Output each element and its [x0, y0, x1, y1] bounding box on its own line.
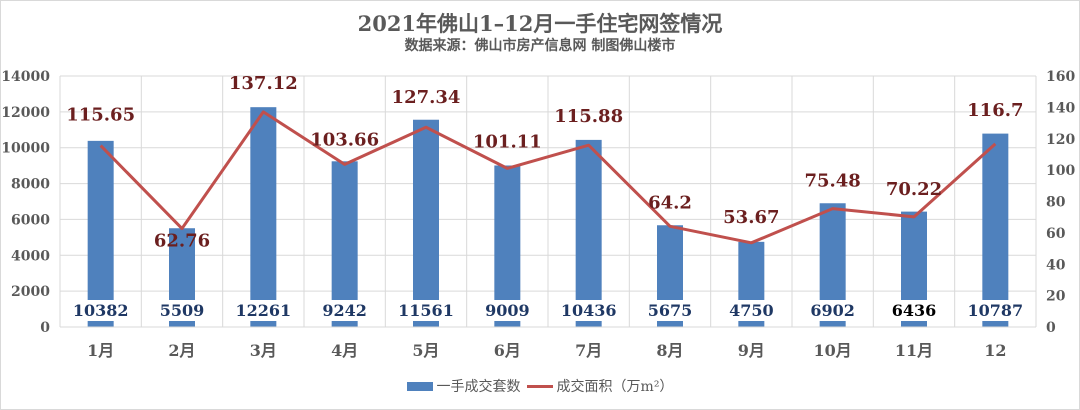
bar — [331, 161, 358, 327]
bar — [87, 140, 114, 327]
y-left-tick: 12000 — [1, 105, 50, 121]
bar-label-bg — [900, 300, 928, 321]
line-value-label: 116.7 — [967, 100, 1023, 121]
bar-label-bg — [656, 300, 684, 321]
x-tick-label: 9月 — [738, 341, 765, 360]
bar-label-bg — [86, 300, 115, 321]
x-tick-label: 4月 — [331, 341, 358, 360]
x-tick-label: 8月 — [656, 341, 683, 360]
x-tick-label: 5月 — [412, 341, 439, 360]
bar-value-label: 10382 — [73, 301, 129, 320]
x-tick-label: 7月 — [575, 341, 602, 360]
bar — [413, 119, 439, 327]
y-right-tick: 160 — [1046, 69, 1075, 85]
legend: 一手成交套数 成交面积（万m²） — [0, 376, 1080, 396]
x-tick-label: 11月 — [895, 341, 933, 360]
area-line — [99, 110, 997, 245]
bar-value-label: 9242 — [322, 301, 367, 320]
y-left-tick: 4000 — [11, 248, 50, 264]
line-value-label: 62.76 — [154, 231, 210, 252]
y-right-tick: 120 — [1046, 132, 1075, 148]
bar-value-label: 5675 — [648, 301, 693, 320]
bar-label-bg — [412, 300, 440, 321]
bar-value-label: 6436 — [892, 301, 937, 320]
bar-value-label: 12261 — [235, 301, 291, 320]
bar-label-bg — [818, 300, 847, 321]
line-value-label: 101.11 — [473, 131, 542, 152]
bar-value-label: 4750 — [729, 301, 774, 320]
bar-value-label: 6902 — [810, 301, 855, 320]
line-value-label: 75.48 — [804, 171, 860, 192]
bar-label-bg — [574, 300, 603, 321]
y-left-tick: 8000 — [11, 177, 50, 193]
bar-label-bg — [330, 300, 359, 321]
line-value-label: 127.34 — [392, 87, 461, 108]
y-right-tick: 60 — [1046, 226, 1066, 242]
bar-label-bg — [249, 300, 278, 321]
y-right-tick: 140 — [1046, 100, 1075, 116]
legend-item-line[interactable]: 成交面积（万m²） — [526, 376, 674, 396]
bar-swatch-icon — [406, 381, 433, 391]
x-tick-label: 10月 — [814, 341, 852, 360]
bar-label-bg — [493, 300, 522, 321]
line-value-label: 115.88 — [554, 106, 623, 127]
y-right-tick: 0 — [1046, 320, 1056, 336]
bar-value-label: 11561 — [398, 301, 454, 320]
x-tick-label: 1月 — [87, 341, 114, 360]
line-value-label: 70.22 — [886, 179, 942, 200]
bar-label-bg — [168, 300, 196, 321]
x-tick-label: 3月 — [250, 341, 277, 360]
y-right-tick: 100 — [1046, 163, 1075, 179]
line-value-label: 103.66 — [310, 129, 379, 150]
bar-label-bg — [981, 300, 1010, 321]
y-right-tick: 80 — [1046, 195, 1066, 211]
y-left-tick: 2000 — [11, 284, 50, 300]
legend-line-label: 成交面积（万m²） — [556, 379, 674, 395]
line-value-label: 64.2 — [648, 192, 692, 213]
bar-value-label: 5509 — [160, 301, 205, 320]
y-left-tick: 6000 — [11, 212, 50, 228]
legend-item-bar[interactable]: 一手成交套数 — [406, 376, 521, 396]
legend-bar-label: 一手成交套数 — [436, 379, 521, 395]
y-right-tick: 20 — [1046, 289, 1066, 305]
y-left-tick: 0 — [40, 320, 50, 336]
x-tick-label: 12 — [984, 341, 1006, 360]
bar-label-bg — [737, 300, 766, 321]
line-value-label: 137.12 — [229, 73, 298, 94]
x-tick-label: 6月 — [494, 341, 521, 360]
bar-value-label: 9009 — [485, 301, 530, 320]
y-right-tick: 40 — [1046, 257, 1066, 273]
bar — [982, 133, 1009, 327]
chart-subtitle: 数据来源：佛山市房产信息网 制图佛山楼市 — [404, 38, 676, 54]
y-left-tick: 14000 — [1, 69, 50, 85]
line-value-label: 53.67 — [723, 207, 779, 228]
x-tick-label: 2月 — [168, 341, 195, 360]
line-value-label: 115.65 — [66, 105, 135, 126]
bar-value-label: 10436 — [561, 301, 617, 320]
chart-title: 2021年佛山1–12月一手住宅网签情况 — [357, 11, 723, 36]
bar-value-label: 10787 — [967, 301, 1023, 320]
y-left-tick: 10000 — [1, 141, 50, 157]
bar — [575, 139, 602, 327]
line-swatch-icon — [526, 384, 553, 388]
bar — [250, 107, 277, 327]
